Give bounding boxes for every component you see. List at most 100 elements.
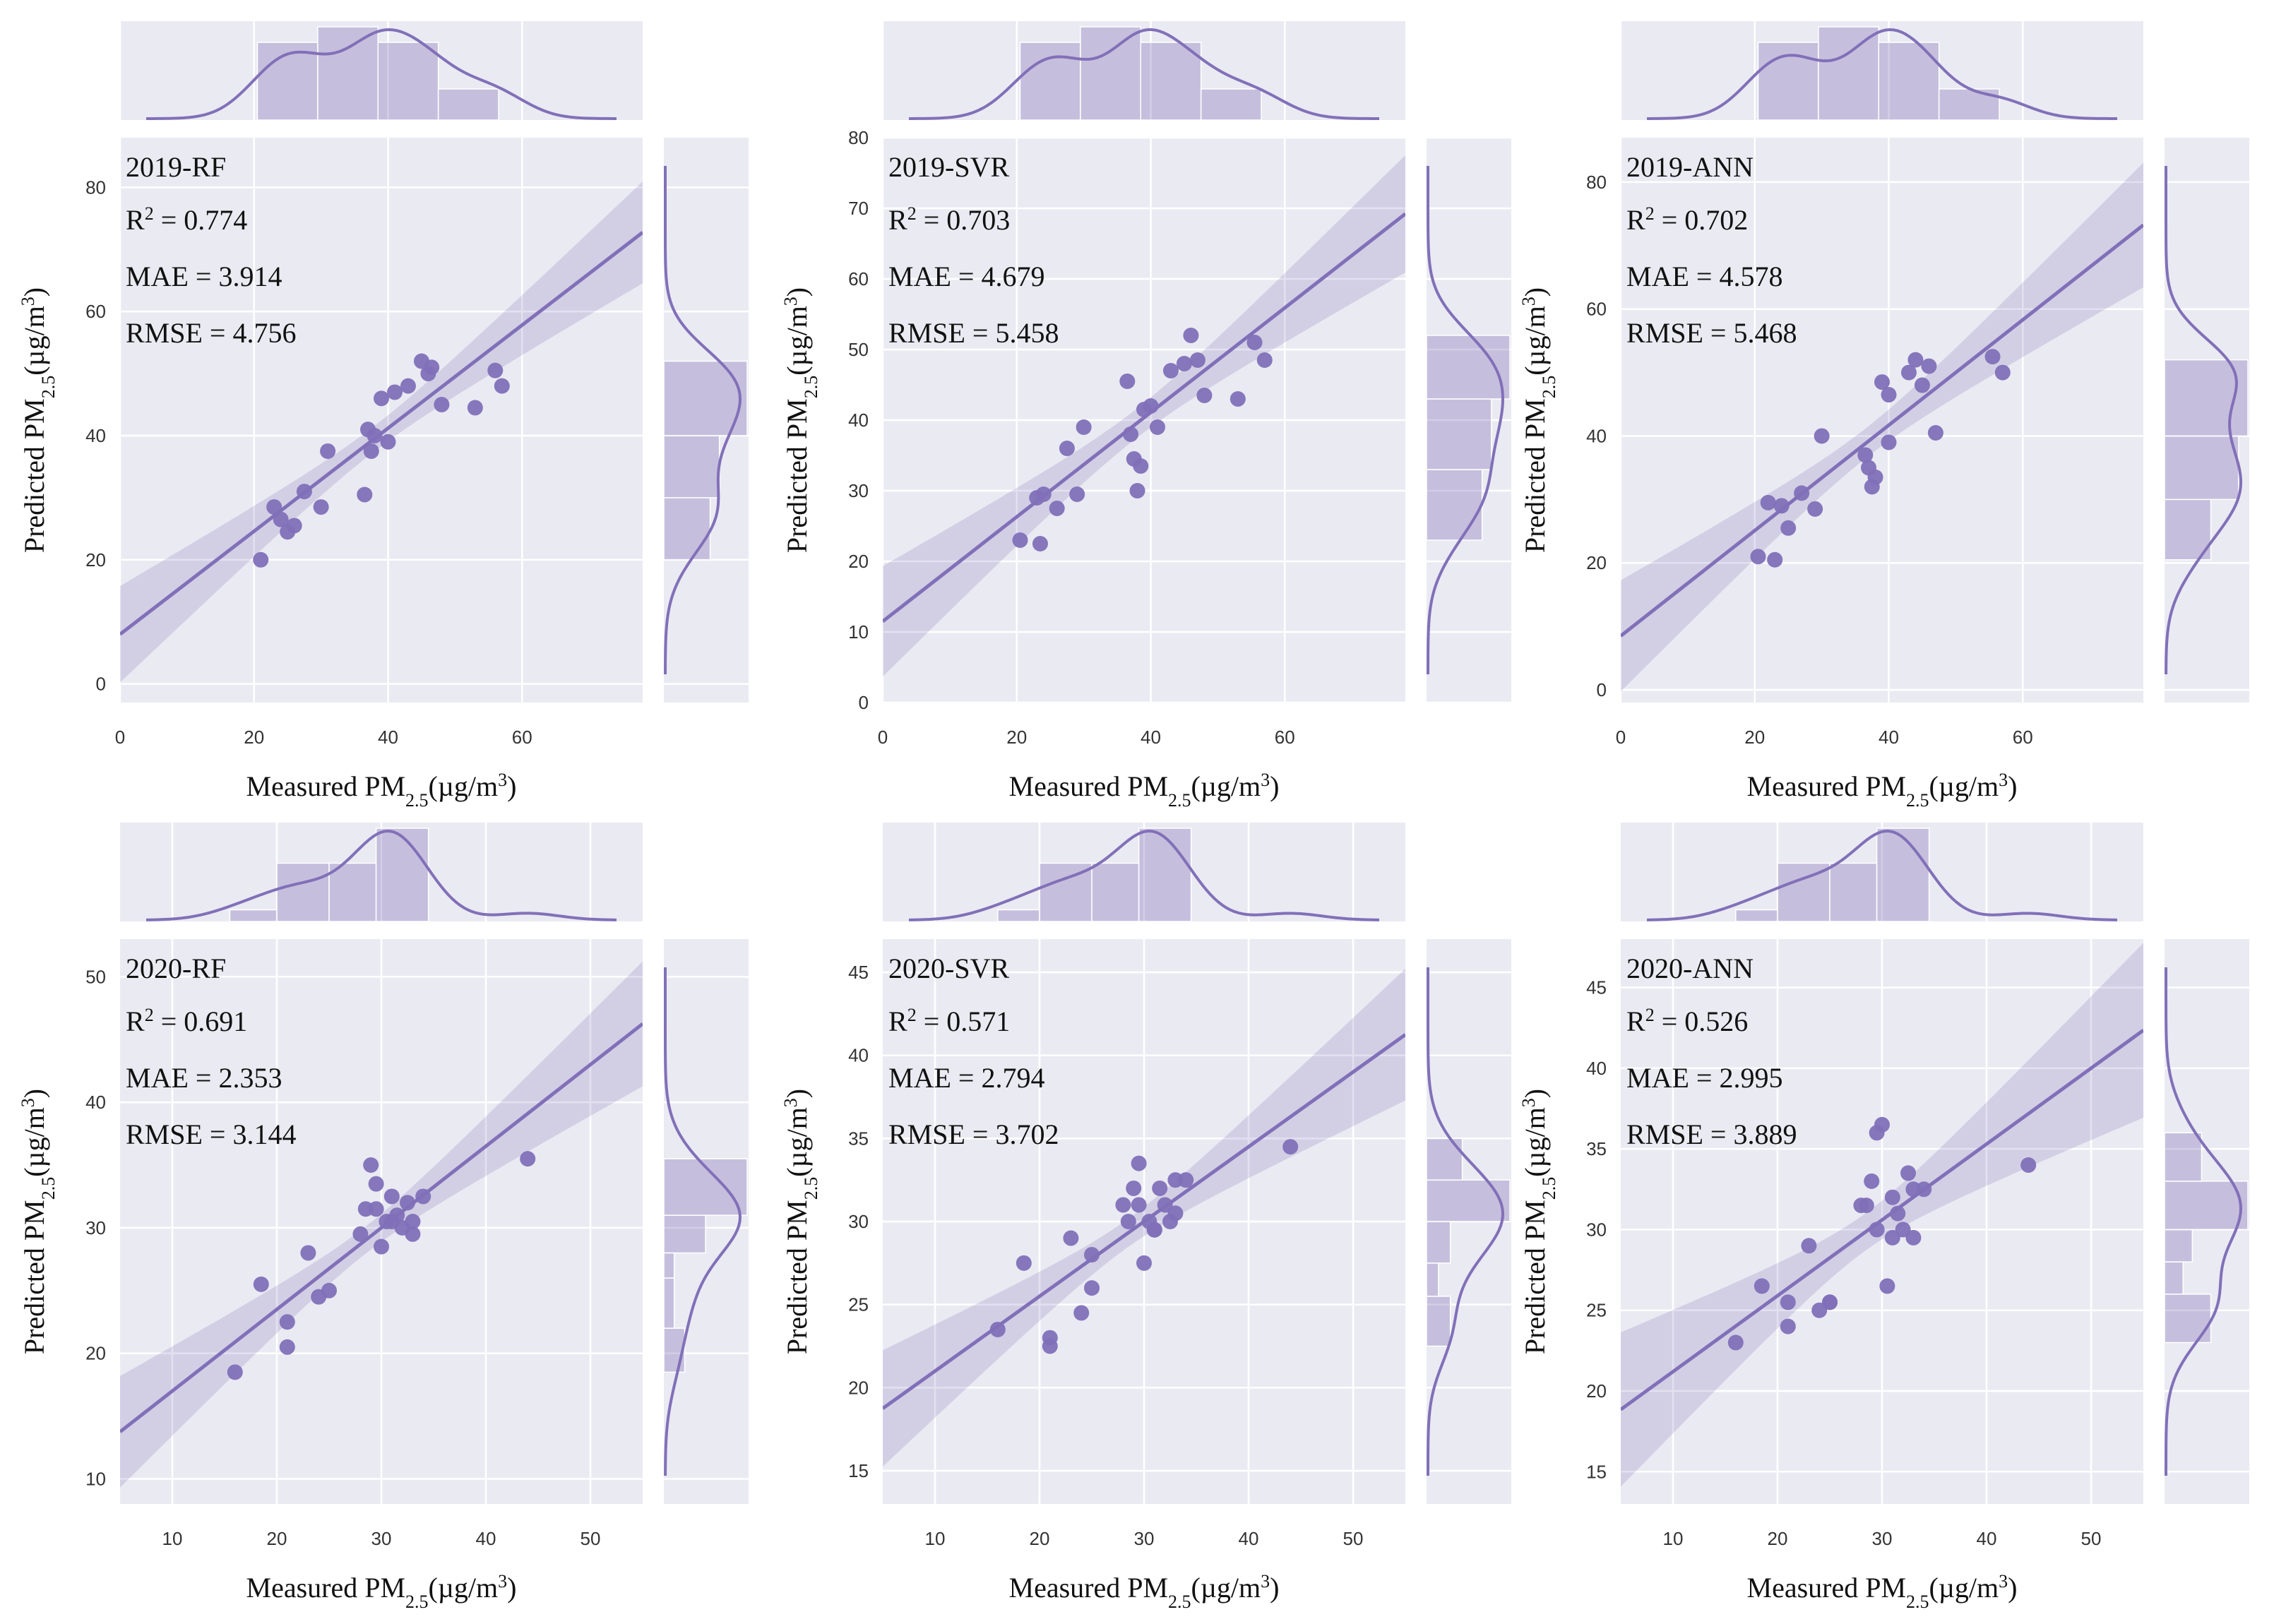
data-point <box>368 1176 384 1192</box>
x-axis-label: Measured PM2.5(µg/m3) <box>246 770 517 811</box>
data-point <box>1157 1197 1173 1213</box>
right-hist-bar <box>663 435 720 498</box>
data-point <box>1921 358 1937 374</box>
x-tick-label: 40 <box>1239 1528 1259 1549</box>
data-point <box>1035 486 1052 502</box>
y-tick-label: 20 <box>85 549 106 571</box>
data-point <box>389 1207 405 1224</box>
right-hist-bar <box>1426 398 1492 470</box>
data-point <box>1149 419 1165 435</box>
mae-label: MAE = 2.995 <box>1626 1062 1782 1094</box>
right-kde-curve <box>1427 166 1505 675</box>
data-point <box>487 362 504 378</box>
data-point <box>1129 483 1145 498</box>
data-point <box>1115 1197 1131 1213</box>
data-point <box>273 511 289 527</box>
data-point <box>1807 501 1823 517</box>
y-tick-label: 60 <box>1586 299 1607 320</box>
x-tick-label: 60 <box>1275 727 1295 748</box>
data-point <box>1073 1305 1090 1321</box>
data-point <box>1754 1278 1770 1294</box>
y-tick-label: 40 <box>85 1092 106 1113</box>
top-kde-curve <box>1646 28 2118 120</box>
data-point <box>1900 1165 1916 1181</box>
data-point <box>1131 1197 1147 1213</box>
data-point <box>367 427 383 443</box>
data-point <box>1884 1189 1900 1205</box>
x-tick-label: 10 <box>1663 1528 1684 1549</box>
model-title: 2019-ANN <box>1626 151 1754 183</box>
data-point <box>405 1226 421 1242</box>
x-tick-label: 40 <box>476 1528 496 1549</box>
subplot-2019-rf: 0 20 40 60 0 20 40 60 80 2019-RF R2 = 0.774 MAE = 3… <box>18 21 749 811</box>
right-kde-curve <box>2165 166 2243 675</box>
data-point <box>1131 1155 1147 1171</box>
x-tick-label: 20 <box>267 1528 287 1549</box>
y-axis-label: Predicted PM2.5(µg/m3) <box>1518 1089 1559 1354</box>
y-tick-label: 20 <box>848 1377 869 1398</box>
data-point <box>1864 1173 1880 1189</box>
y-tick-label: 30 <box>848 480 869 501</box>
data-point <box>400 378 416 394</box>
x-tick-label: 40 <box>1141 727 1161 748</box>
data-point <box>253 551 269 568</box>
data-point <box>2020 1157 2037 1173</box>
data-point <box>286 518 302 534</box>
data-point <box>1167 1205 1184 1222</box>
data-point <box>1900 364 1917 381</box>
top-hist-bar <box>317 26 379 121</box>
top-hist-bar <box>1138 828 1192 922</box>
y-tick-label: 70 <box>848 198 869 219</box>
x-tick-label: 0 <box>1616 727 1626 748</box>
top-kde-curve <box>145 28 617 120</box>
x-tick-label: 50 <box>1343 1528 1364 1549</box>
data-point <box>520 1151 536 1167</box>
top-marginal-area <box>120 21 643 120</box>
x-axis-label: Measured PM2.5(µg/m3) <box>1009 1571 1280 1612</box>
data-point <box>1162 363 1179 378</box>
y-tick-label: 15 <box>848 1460 869 1481</box>
top-marginal-area <box>883 21 1405 120</box>
subplot-2019-svr: 0 20 40 60 0 10 20 30 40 50 60 70 80 2019-SVR R2 = 0.7… <box>780 21 1511 811</box>
regression-line <box>883 212 1405 623</box>
data-point <box>1176 356 1192 371</box>
y-tick-label: 80 <box>1586 172 1607 193</box>
right-hist-bar <box>663 1252 675 1279</box>
y-axis-label: Predicted PM2.5(µg/m3) <box>780 287 821 553</box>
data-point <box>380 434 396 450</box>
data-point <box>1760 494 1776 511</box>
data-point <box>1120 1214 1136 1229</box>
mae-label: MAE = 3.914 <box>126 261 282 292</box>
right-marginal-area <box>664 939 749 1504</box>
right-hist-bar <box>2164 1294 2212 1344</box>
y-tick-label: 0 <box>1597 679 1607 700</box>
r2-label: R2 = 0.691 <box>126 1005 247 1038</box>
data-point <box>1016 1255 1032 1271</box>
x-tick-label: 10 <box>162 1528 183 1549</box>
right-hist-bar <box>1426 1296 1451 1347</box>
right-hist-bar <box>2164 1229 2193 1262</box>
data-point <box>415 1188 431 1205</box>
x-tick-label: 0 <box>878 727 888 748</box>
rmse-label: RMSE = 4.756 <box>126 317 296 349</box>
x-tick-label: 30 <box>1872 1528 1893 1549</box>
data-point <box>1750 549 1766 565</box>
y-tick-label: 35 <box>848 1128 869 1149</box>
x-tick-label: 10 <box>925 1528 946 1549</box>
data-point <box>494 378 510 394</box>
data-point <box>1890 1205 1906 1222</box>
data-point <box>300 1245 316 1261</box>
right-marginal-area <box>2165 138 2249 703</box>
data-point <box>1189 352 1206 368</box>
top-hist-bar <box>229 909 278 922</box>
x-tick-label: 20 <box>1744 727 1765 748</box>
data-point <box>1126 1180 1142 1196</box>
regression-line <box>1621 223 2143 638</box>
y-tick-label: 30 <box>85 1217 106 1238</box>
top-kde-curve <box>145 829 617 921</box>
y-axis-label: Predicted PM2.5(µg/m3) <box>780 1089 821 1354</box>
data-point <box>374 1238 389 1255</box>
data-point <box>313 499 329 515</box>
x-tick-label: 30 <box>1134 1528 1155 1549</box>
top-hist-bar <box>1818 26 1880 121</box>
